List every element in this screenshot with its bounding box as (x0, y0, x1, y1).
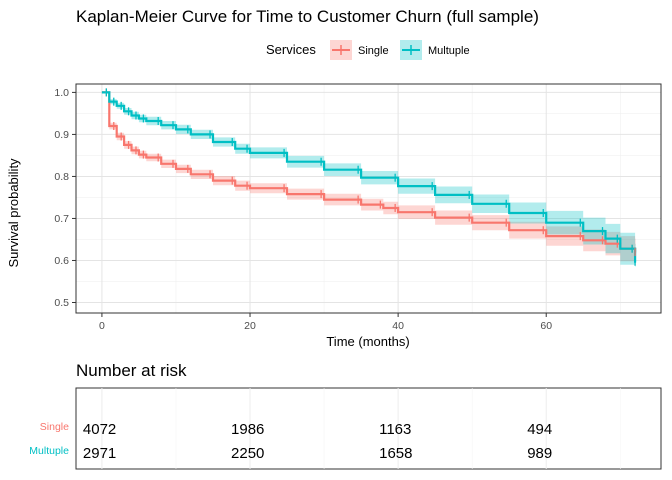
legend-item-multuple: Multuple (400, 40, 470, 60)
survival-curve-single (101, 91, 637, 254)
risk-table: Single 4072 1986 1163 494 Multuple 2971 2250 165… (29, 421, 552, 462)
x-tick-label: 40 (392, 320, 404, 332)
chart-title: Kaplan-Meier Curve for Time to Customer … (76, 7, 539, 26)
survival-curves (101, 91, 637, 263)
legend-item-single: Single (330, 40, 389, 60)
y-tick-label: 0.7 (54, 213, 69, 225)
x-tick-label: 0 (99, 320, 105, 332)
y-tick-label: 0.6 (54, 255, 69, 267)
risk-count: 989 (527, 445, 552, 462)
risk-count: 1658 (379, 445, 412, 462)
x-axis: 0 20 40 60 (99, 313, 552, 332)
risk-count: 2971 (83, 445, 116, 462)
legend-label-multuple: Multuple (428, 45, 470, 57)
risk-row-label: Multuple (29, 445, 69, 457)
y-tick-label: 0.5 (54, 297, 69, 309)
legend-title: Services (266, 42, 316, 57)
x-axis-label: Time (months) (326, 334, 409, 349)
plot-border (75, 83, 662, 314)
censor-marks (105, 88, 636, 266)
y-axis-label: Survival probability (6, 158, 21, 268)
y-tick-label: 0.8 (54, 171, 69, 183)
confidence-band-multuple (101, 92, 636, 267)
risk-table-grid (101, 388, 621, 469)
y-tick-label: 1.0 (54, 87, 69, 99)
legend: Services Single Multuple (266, 40, 470, 60)
risk-count: 494 (527, 421, 552, 438)
plot-panel (75, 83, 662, 314)
risk-table-title: Number at risk (76, 361, 187, 380)
risk-count: 1163 (379, 421, 411, 438)
y-tick-label: 0.9 (54, 129, 69, 141)
plot-grid (76, 84, 661, 313)
x-tick-label: 20 (244, 320, 256, 332)
legend-label-single: Single (358, 45, 389, 57)
risk-count: 4072 (83, 421, 116, 438)
risk-table-panel (75, 387, 662, 470)
risk-count: 2250 (231, 445, 264, 462)
risk-row-label: Single (40, 421, 69, 433)
risk-count: 1986 (231, 421, 264, 438)
x-tick-label: 60 (540, 320, 552, 332)
survival-curve-multuple (101, 91, 637, 263)
y-axis: 0.5 0.6 0.7 0.8 0.9 1.0 (54, 87, 76, 309)
